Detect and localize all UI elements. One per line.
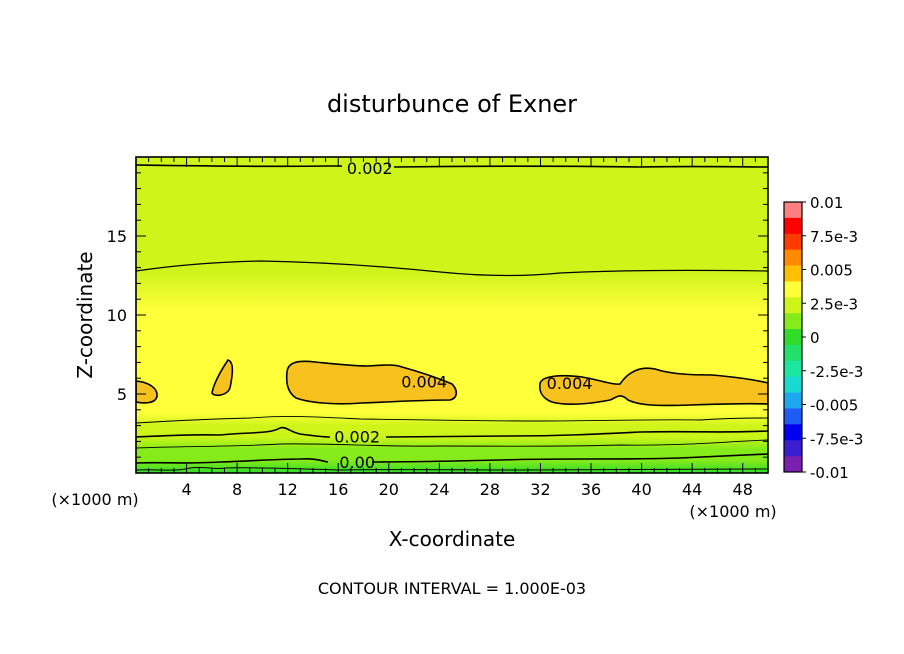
colorbar-tick-label: -2.5e-3: [810, 363, 863, 381]
contour-line-thin-a: [136, 416, 768, 424]
x-tick-label: 48: [733, 480, 753, 499]
colorbar-swatch: [784, 344, 802, 362]
frame-minor-ticks: [136, 157, 768, 473]
colorbar-swatch: [784, 329, 802, 346]
colorbar-swatch: [784, 281, 802, 298]
colorbar-tick-label: 2.5e-3: [810, 295, 858, 313]
contour-line-000: [136, 453, 768, 464]
contour-line-thin-b: [136, 439, 768, 449]
contour-region-004-left-edge: [136, 380, 158, 404]
contour-label: 0.004: [401, 372, 447, 391]
colorbar-tick-label: 0: [810, 329, 820, 347]
colorbar-tick-label: 0.01: [810, 194, 843, 212]
colorbar-tick-label: -0.01: [810, 464, 849, 482]
colorbar-swatch: [784, 392, 802, 409]
contour-line-002: [136, 426, 768, 438]
x-tick-label: 4: [181, 480, 191, 499]
colorbar-swatch: [784, 297, 802, 314]
contour-labels: 0.002 0.004 0.004 0.002 0.00: [334, 159, 592, 472]
y-axis-label: Z-coordinate: [73, 251, 97, 378]
x-unit-label-left: (×1000 m): [51, 490, 138, 509]
colorbar-swatch: [784, 376, 802, 394]
plot-area: [136, 157, 768, 473]
x-tick-label: 28: [480, 480, 500, 499]
colorbar-tick-label: -7.5e-3: [810, 430, 863, 448]
y-tick-label: 10: [107, 306, 127, 325]
contour-region-004-right: [539, 367, 768, 407]
colorbar-swatch: [784, 408, 802, 425]
colorbar-swatch: [784, 202, 802, 219]
colorbar-swatch: [784, 440, 802, 457]
x-tick-label: 24: [429, 480, 449, 499]
colorbar-swatch: [784, 360, 802, 378]
colorbar-swatch: [784, 313, 802, 330]
contour-label: 0.002: [347, 159, 393, 178]
x-tick-labels: 4 8 12 16 20 24 28 32 36 40 44 48: [181, 480, 752, 499]
x-tick-label: 12: [278, 480, 298, 499]
contour-label: 0.002: [334, 428, 380, 447]
colorbar-swatch: [784, 456, 802, 473]
x-tick-label: 20: [379, 480, 399, 499]
x-tick-label: 16: [328, 480, 348, 499]
colorbar-swatch: [784, 265, 802, 282]
contour-line-upper: [136, 260, 768, 277]
colorbar-swatch: [784, 217, 802, 235]
colorbar-swatch: [784, 233, 802, 251]
contour-region-004-island: [211, 359, 234, 397]
contour-region-004-center: [285, 360, 458, 405]
colorbar: [783, 201, 806, 473]
x-tick-label: 32: [530, 480, 550, 499]
contour-line-bottom: [136, 466, 768, 471]
x-axis-label: X-coordinate: [389, 527, 516, 551]
contour-label: 0.004: [547, 374, 593, 393]
x-unit-label-right: (×1000 m): [689, 502, 776, 521]
x-tick-label: 44: [682, 480, 702, 499]
y-tick-labels: 5 10 15: [107, 227, 127, 404]
contour-interval-note: CONTOUR INTERVAL = 1.000E-03: [318, 579, 586, 598]
x-tick-label: 8: [232, 480, 242, 499]
x-tick-label: 36: [581, 480, 601, 499]
colorbar-swatch: [784, 249, 802, 267]
y-tick-label: 5: [117, 385, 127, 404]
colorbar-tick-label: 0.005: [810, 262, 853, 280]
colorbar-tick-label: -0.005: [810, 397, 858, 415]
colorbar-tick-label: 7.5e-3: [810, 228, 858, 246]
chart-title: disturbunce of Exner: [327, 90, 577, 118]
y-tick-label: 15: [107, 227, 127, 246]
field-background: [136, 157, 768, 473]
x-tick-label: 40: [631, 480, 651, 499]
colorbar-tick-labels: 0.01 7.5e-3 0.005 2.5e-3 0 -2.5e-3 -0.005 -7.5e…: [810, 194, 863, 482]
colorbar-swatch: [784, 424, 802, 441]
contour-label: 0.00: [339, 453, 375, 472]
